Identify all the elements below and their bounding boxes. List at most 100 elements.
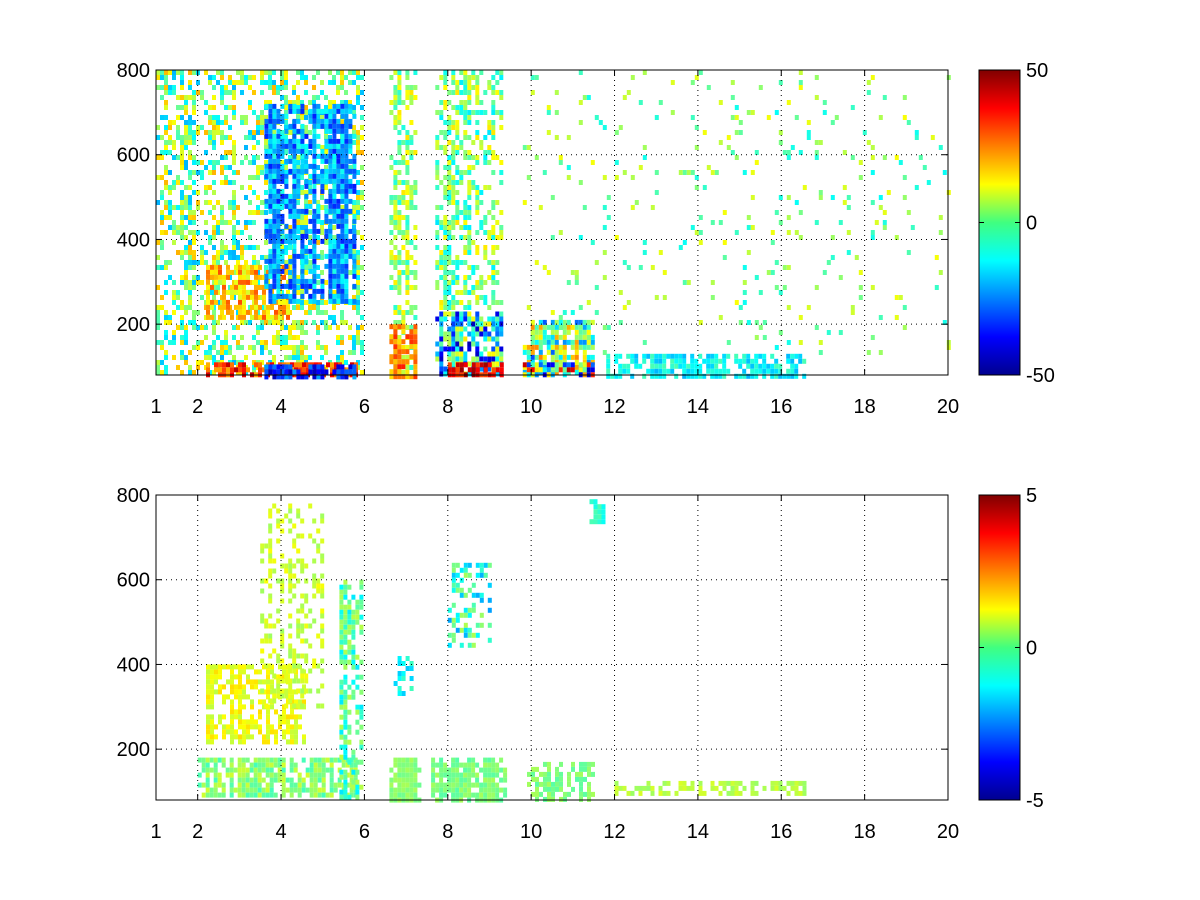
heatmap-cell: [550, 329, 555, 335]
heatmap-cell: [210, 734, 214, 740]
heatmap-cell: [237, 767, 242, 773]
heatmap-cell: [487, 767, 492, 773]
heatmap-cell: [200, 160, 204, 165]
heatmap-cell: [413, 757, 418, 763]
heatmap-cell: [269, 792, 274, 798]
heatmap-cell: [463, 362, 468, 368]
heatmap-cell: [339, 609, 344, 615]
heatmap-cell: [306, 362, 310, 368]
heatmap-cell: [184, 225, 188, 230]
heatmap-cell: [184, 325, 188, 330]
heatmap-cell: [328, 163, 333, 169]
heatmap-cell: [393, 772, 398, 778]
heatmap-cell: [234, 367, 238, 373]
heatmap-cell: [258, 284, 262, 290]
heatmap-cell: [558, 349, 563, 355]
heatmap-cell: [288, 270, 292, 275]
heatmap-cell: [220, 220, 224, 225]
heatmap-cell: [352, 213, 357, 219]
heatmap-cell: [312, 369, 317, 375]
heatmap-cell: [451, 767, 456, 773]
heatmap-cell: [336, 173, 341, 179]
heatmap-cell: [405, 250, 410, 255]
heatmap-cell: [894, 315, 899, 320]
heatmap-cell: [878, 350, 883, 355]
heatmap-cell: [534, 367, 539, 373]
heatmap-cell: [282, 704, 286, 710]
heatmap-cell: [164, 315, 168, 320]
heatmap-cell: [491, 225, 496, 230]
heatmap-cell: [690, 368, 695, 374]
heatmap-cell: [284, 568, 289, 574]
heatmap-cell: [682, 240, 687, 245]
heatmap-cell: [451, 280, 456, 285]
heatmap-cell: [240, 90, 244, 95]
heatmap-cell: [758, 353, 763, 359]
heatmap-cell: [337, 757, 342, 763]
heatmap-cell: [471, 331, 476, 337]
heatmap-cell: [252, 345, 256, 350]
heatmap-cell: [320, 148, 325, 154]
heatmap-cell: [306, 367, 310, 373]
heatmap-cell: [340, 133, 345, 139]
heatmap-cell: [276, 178, 281, 184]
heatmap-cell: [264, 633, 269, 639]
heatmap-cell: [550, 319, 555, 325]
heatmap-cell: [312, 663, 317, 669]
heatmap-cell: [467, 265, 472, 270]
heatmap-cell: [351, 594, 356, 600]
heatmap-cell: [340, 193, 345, 199]
heatmap-cell: [344, 133, 349, 139]
heatmap-cell: [343, 694, 348, 700]
heatmap-cell: [308, 364, 313, 370]
heatmap-cell: [312, 75, 316, 80]
heatmap-cell: [293, 762, 298, 768]
heatmap-cell: [401, 160, 406, 165]
heatmap-cell: [409, 676, 414, 681]
heatmap-cell: [324, 205, 328, 210]
heatmap-cell: [405, 666, 410, 671]
heatmap-cell: [499, 110, 504, 115]
heatmap-cell: [495, 316, 500, 322]
heatmap-cell: [226, 274, 230, 280]
heatmap-cell: [463, 285, 468, 290]
heatmap-cell: [393, 120, 398, 125]
heatmap-cell: [435, 341, 440, 347]
heatmap-cell: [246, 294, 250, 300]
heatmap-cell: [546, 110, 551, 115]
heatmap-cell: [798, 315, 803, 320]
heatmap-cell: [574, 324, 579, 330]
heatmap-cell: [272, 503, 277, 509]
heatmap-cell: [443, 150, 448, 155]
heatmap-cell: [296, 628, 301, 634]
heatmap-cell: [451, 80, 456, 85]
heatmap-cell: [214, 734, 218, 740]
heatmap-cell: [280, 658, 285, 664]
heatmap-cell: [344, 198, 349, 204]
heatmap-cell: [491, 300, 496, 305]
heatmap-cell: [290, 739, 294, 745]
heatmap-cell: [229, 792, 234, 798]
heatmap-cell: [160, 215, 164, 220]
heatmap-cell: [491, 170, 496, 175]
heatmap-cell: [312, 243, 317, 249]
heatmap-cell: [662, 295, 667, 300]
heatmap-cell: [268, 613, 273, 619]
heatmap-cell: [491, 356, 496, 362]
heatmap-cell: [328, 238, 333, 244]
heatmap-cell: [435, 140, 440, 145]
heatmap-cell: [467, 787, 472, 793]
heatmap-cell: [914, 135, 919, 140]
heatmap-cell: [188, 280, 192, 285]
heatmap-cell: [413, 324, 418, 330]
heatmap-cell: [522, 349, 527, 355]
heatmap-cell: [455, 220, 460, 225]
heatmap-cell: [459, 260, 464, 265]
heatmap-cell: [646, 368, 651, 374]
heatmap-cell: [550, 362, 555, 368]
heatmap-cell: [316, 300, 320, 305]
heatmap-cell: [206, 694, 210, 700]
heatmap-cell: [702, 373, 707, 379]
heatmap-cell: [491, 351, 496, 357]
heatmap-cell: [254, 724, 258, 730]
